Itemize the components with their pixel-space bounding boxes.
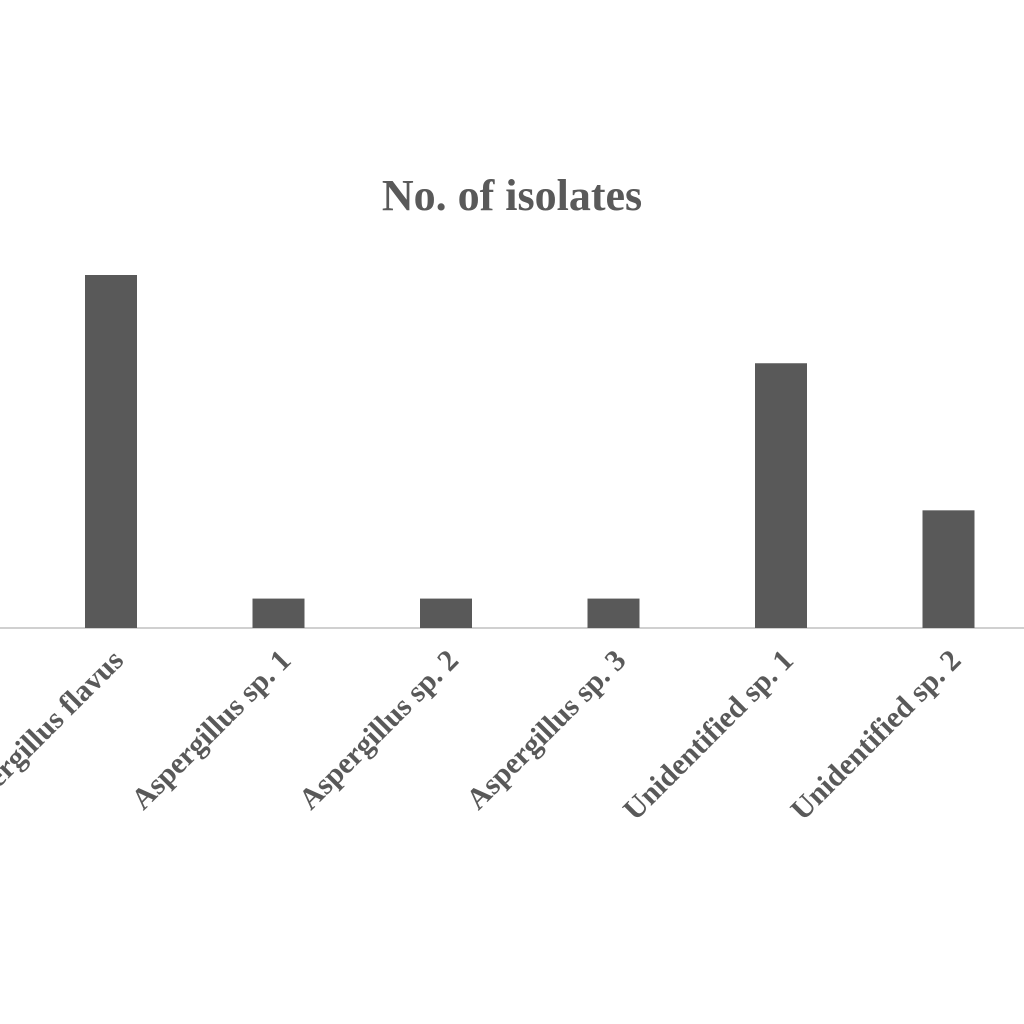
chart-title: No. of isolates xyxy=(382,171,642,220)
bar xyxy=(587,598,640,628)
bar xyxy=(420,598,472,628)
bar xyxy=(755,363,807,628)
bar xyxy=(252,598,305,628)
bar xyxy=(85,275,137,628)
bar xyxy=(922,510,975,628)
